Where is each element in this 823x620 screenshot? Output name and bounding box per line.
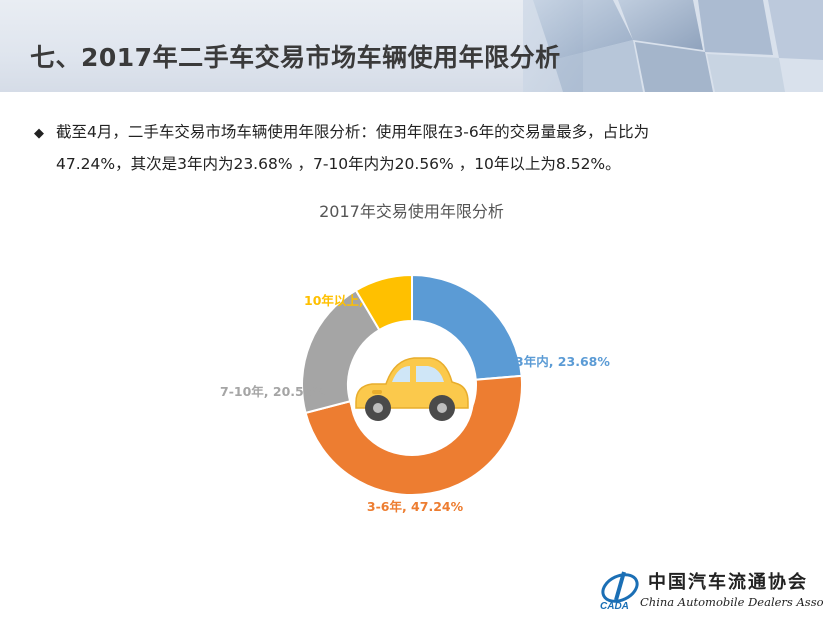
cada-logo: CADA 中国汽车流通协会 China Automobile Dealers A…: [598, 566, 823, 616]
cada-emblem-icon: [601, 571, 639, 603]
slice-label-3: 7-10年, 20.56%: [220, 384, 325, 399]
summary-line-1: ◆ 截至4月，二手车交易市场车辆使用年限分析：使用年限在3-6年的交易量最多，占比…: [34, 117, 794, 149]
header-decoration: [523, 0, 823, 92]
donut-slice-4: [354, 273, 413, 332]
cada-logo-text: CADA: [600, 601, 629, 612]
chart-title: 2017年交易使用年限分析: [319, 202, 504, 221]
org-name-en: China Automobile Dealers Association: [640, 595, 823, 609]
summary-bullet: ◆ 截至4月，二手车交易市场车辆使用年限分析：使用年限在3-6年的交易量最多，占比…: [34, 117, 794, 179]
header-banner: 七、2017年二手车交易市场车辆使用年限分析: [0, 0, 823, 92]
summary-text-1: 截至4月，二手车交易市场车辆使用年限分析：使用年限在3-6年的交易量最多，占比为: [56, 123, 650, 141]
diamond-bullet-icon: ◆: [34, 126, 44, 141]
page-title: 七、2017年二手车交易市场车辆使用年限分析: [30, 43, 561, 72]
org-name-cn: 中国汽车流通协会: [648, 572, 808, 593]
slice-label-1: 3年内, 23.68%: [515, 354, 610, 369]
slice-label-4: 10年以上, 8.52%: [304, 293, 412, 308]
slice-label-2: 3-6年, 47.24%: [367, 499, 464, 514]
summary-line-2: 47.24%，其次是3年内为23.68% ，7-10年内为20.56% ，10年…: [56, 155, 621, 173]
car-icon: [350, 340, 474, 456]
